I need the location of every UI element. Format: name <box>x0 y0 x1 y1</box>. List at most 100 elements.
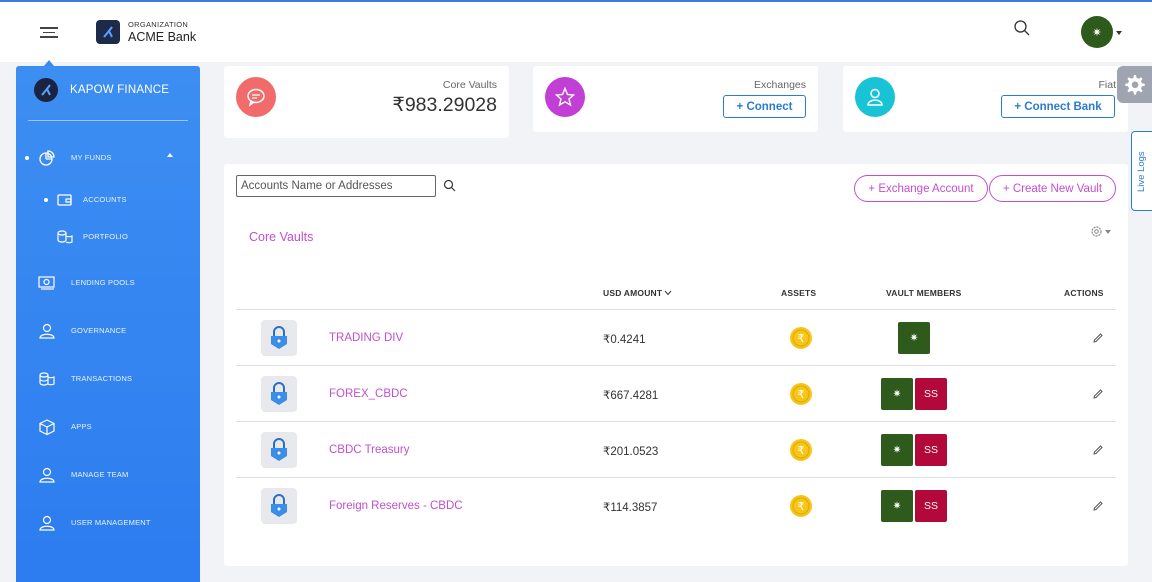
usd-amount-header[interactable]: USD AMOUNT <box>603 288 672 298</box>
org-name[interactable]: ACME Bank <box>128 30 197 44</box>
user-icon <box>855 77 895 117</box>
edit-pencil-icon[interactable] <box>1092 388 1104 400</box>
vaults-panel: + Exchange Account + Create New Vault Co… <box>224 164 1128 566</box>
svg-text:₹: ₹ <box>798 388 805 401</box>
table-row[interactable]: Foreign Reserves - CBDC ₹114.3857 ₹ ✷ SS <box>236 478 1116 534</box>
sidebar-item-manage-team[interactable]: MANAGE TEAM <box>16 459 200 491</box>
chevron-down-icon <box>1105 229 1111 234</box>
member-avatar[interactable]: ✷ <box>881 490 913 522</box>
edit-pencil-icon[interactable] <box>1092 500 1104 512</box>
vault-amount: ₹0.4241 <box>603 334 646 346</box>
sidebar-item-accounts[interactable]: ACCOUNTS <box>16 184 200 216</box>
member-avatar[interactable]: SS <box>915 378 947 410</box>
table-row[interactable]: TRADING DIV ₹0.4241 ₹ ✷ <box>236 310 1116 366</box>
member-avatar[interactable]: SS <box>915 490 947 522</box>
sidebar-item-label: ACCOUNTS <box>83 195 127 204</box>
exchanges-card: Exchanges + Connect <box>533 66 818 132</box>
rupee-coin-icon: ₹ <box>790 383 812 405</box>
sort-down-icon <box>664 290 672 296</box>
connect-exchange-button[interactable]: + Connect <box>723 95 806 118</box>
chat-icon <box>236 77 276 117</box>
connect-bank-button[interactable]: + Connect Bank <box>1001 95 1115 118</box>
vault-name-link[interactable]: TRADING DIV <box>329 332 404 344</box>
fiat-label: Fiat <box>1098 79 1116 91</box>
member-avatar[interactable]: ✷ <box>881 378 913 410</box>
active-dot <box>25 156 29 160</box>
live-logs-tab[interactable]: Live Logs <box>1131 131 1152 211</box>
sidebar: KAPOW FINANCE MY FUNDS ACCOUNTS PORTFOLI… <box>16 66 200 582</box>
add-exchange-account-button[interactable]: + Exchange Account <box>854 175 988 202</box>
edit-pencil-icon[interactable] <box>1092 444 1104 456</box>
active-dot <box>44 198 48 202</box>
menu-pointer <box>44 60 54 66</box>
sidebar-item-label: MY FUNDS <box>71 153 112 162</box>
member-avatar[interactable]: ✷ <box>898 322 930 354</box>
brand-logo-icon <box>34 78 58 102</box>
vault-name-link[interactable]: Foreign Reserves - CBDC <box>329 500 463 512</box>
member-avatar[interactable]: SS <box>915 434 947 466</box>
member-avatar[interactable]: ✷ <box>881 434 913 466</box>
vault-name-link[interactable]: FOREX_CBDC <box>329 388 408 400</box>
sidebar-item-portfolio[interactable]: PORTFOLIO <box>16 221 200 253</box>
core-vaults-value: ₹983.29028 <box>392 94 497 116</box>
vault-members-header: VAULT MEMBERS <box>886 288 962 298</box>
lock-icon <box>261 432 297 468</box>
menu-toggle-icon[interactable] <box>40 27 58 41</box>
chevron-up-icon[interactable] <box>167 153 173 157</box>
sidebar-item-label: USER MANAGEMENT <box>71 518 151 527</box>
table-row[interactable]: CBDC Treasury ₹201.0523 ₹ ✷ SS <box>236 422 1116 478</box>
user-icon <box>39 515 55 531</box>
sidebar-item-my-funds[interactable]: MY FUNDS <box>16 142 200 174</box>
accounts-search-input[interactable] <box>236 175 436 197</box>
sidebar-item-label: PORTFOLIO <box>83 232 129 241</box>
sidebar-item-apps[interactable]: APPS <box>16 411 200 443</box>
gear-icon <box>1091 226 1102 237</box>
divider <box>28 120 188 121</box>
svg-text:₹: ₹ <box>798 332 805 345</box>
org-label: ORGANIZATION <box>128 20 189 29</box>
sidebar-item-user-management[interactable]: USER MANAGEMENT <box>16 507 200 539</box>
brand-name[interactable]: KAPOW FINANCE <box>70 84 170 96</box>
rupee-coin-icon: ₹ <box>790 327 812 349</box>
top-accent-line <box>0 0 1152 2</box>
vault-amount: ₹114.3857 <box>603 502 658 514</box>
core-vaults-label: Core Vaults <box>442 79 497 91</box>
sidebar-item-label: MANAGE TEAM <box>71 470 129 479</box>
edit-pencil-icon[interactable] <box>1092 332 1104 344</box>
chevron-down-icon[interactable] <box>1116 31 1122 35</box>
top-header: ORGANIZATION ACME Bank ✷ <box>0 2 1152 62</box>
vault-name-link[interactable]: CBDC Treasury <box>329 444 410 456</box>
settings-gear-icon[interactable] <box>1117 66 1152 103</box>
divider <box>236 309 1116 310</box>
coins-icon <box>57 230 73 244</box>
search-icon[interactable] <box>1013 19 1031 42</box>
vault-amount: ₹667.4281 <box>603 390 659 402</box>
sidebar-item-label: LENDING POOLS <box>71 278 135 287</box>
table-row[interactable]: FOREX_CBDC ₹667.4281 ₹ ✷ SS <box>236 366 1116 422</box>
user-avatar[interactable]: ✷ <box>1081 16 1113 48</box>
vault-members: ✷ SS <box>881 490 947 522</box>
search-icon[interactable] <box>443 179 456 197</box>
create-new-vault-button[interactable]: + Create New Vault <box>989 175 1116 202</box>
sidebar-item-lending-pools[interactable]: LENDING POOLS <box>16 267 200 299</box>
vault-members: ✷ <box>898 322 930 354</box>
cube-icon <box>39 419 55 435</box>
section-title: Core Vaults <box>249 230 314 244</box>
sidebar-item-governance[interactable]: GOVERNANCE <box>16 315 200 347</box>
vault-amount: ₹201.0523 <box>603 446 659 458</box>
sidebar-item-label: APPS <box>71 422 92 431</box>
money-icon <box>38 276 55 290</box>
rupee-coin-icon: ₹ <box>790 495 812 517</box>
lock-icon <box>261 376 297 412</box>
lock-icon <box>261 320 297 356</box>
actions-header: ACTIONS <box>1064 288 1104 298</box>
user-icon <box>39 323 55 339</box>
svg-text:₹: ₹ <box>798 444 805 457</box>
sidebar-item-transactions[interactable]: TRANSACTIONS <box>16 363 200 395</box>
transactions-icon <box>39 372 55 386</box>
wallet-icon <box>57 194 72 206</box>
live-logs-label: Live Logs <box>1136 151 1147 192</box>
sidebar-item-label: GOVERNANCE <box>71 326 127 335</box>
assets-header: ASSETS <box>781 288 817 298</box>
table-settings-menu[interactable] <box>1090 225 1111 238</box>
